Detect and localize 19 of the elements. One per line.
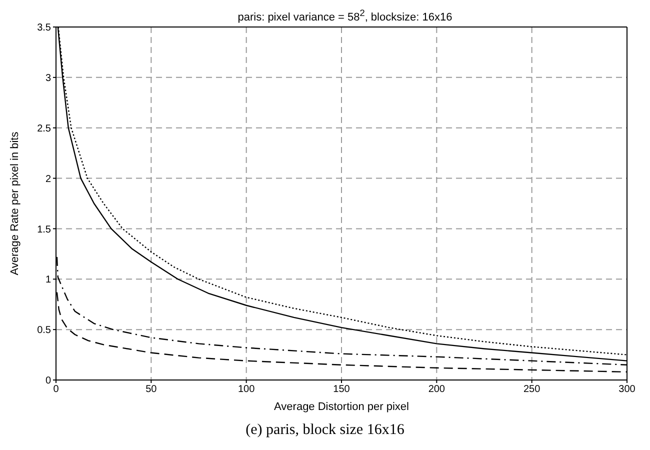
x-axis-title: Average Distortion per pixel <box>274 401 409 413</box>
x-tick-label: 50 <box>146 384 158 396</box>
x-tick-label: 250 <box>523 384 541 396</box>
x-tick-label: 100 <box>238 384 256 396</box>
x-tick-label: 0 <box>53 384 60 396</box>
y-tick-label: 1 <box>45 274 52 286</box>
text: (e) paris, block size 16x16 <box>244 422 406 439</box>
x-tick-label: 300 <box>618 384 636 396</box>
y-axis-title: Average Rate per pixel in bits <box>8 131 21 276</box>
y-tick-label: 1.5 <box>37 224 52 236</box>
y-tick-label: 0 <box>45 376 52 387</box>
chart-title: paris: pixel variance = 58$^{2}$, blocksize: 16x16 <box>236 8 454 24</box>
x-tick-label: 200 <box>428 384 446 396</box>
y-tick-label: 3 <box>45 72 52 84</box>
y-tick-label: 2 <box>45 174 52 185</box>
y-tick-label: 3.5 <box>37 22 52 34</box>
x-tick-label: 150 <box>333 384 350 396</box>
y-tick-label: 2.5 <box>37 123 52 134</box>
y-tick-label: 0.5 <box>37 325 52 336</box>
